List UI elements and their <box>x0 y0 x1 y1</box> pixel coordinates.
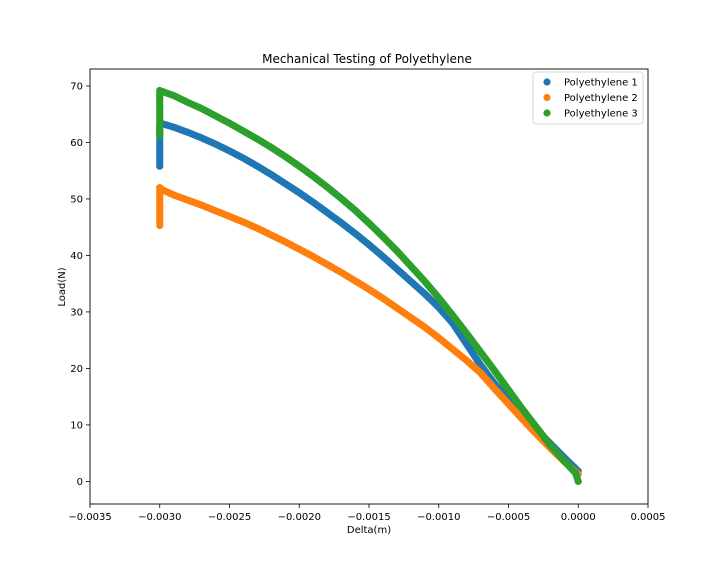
chart-title: Mechanical Testing of Polyethylene <box>262 52 472 66</box>
x-tick-label: −0.0020 <box>278 512 321 523</box>
data-point <box>156 162 164 170</box>
x-tick-label: −0.0030 <box>138 512 181 523</box>
y-tick-label: 60 <box>70 138 83 149</box>
legend-box <box>532 71 644 125</box>
legend: Polyethylene 1 Polyethylene 2 Polyethylene… <box>532 71 644 125</box>
y-tick-label: 10 <box>70 420 83 431</box>
x-tick-label: −0.0005 <box>487 512 530 523</box>
x-tick-label: −0.0035 <box>68 512 111 523</box>
legend-marker <box>543 78 551 86</box>
y-tick-label: 0 <box>77 477 83 488</box>
y-tick-label: 20 <box>70 364 83 375</box>
y-tick-label: 40 <box>70 251 83 262</box>
x-tick-label: 0.0000 <box>561 512 596 523</box>
y-tick-label: 70 <box>70 81 83 92</box>
data-point <box>156 132 164 140</box>
x-tick-label: −0.0015 <box>347 512 390 523</box>
y-axis-label: Load(N) <box>57 267 68 306</box>
y-tick-label: 50 <box>70 194 83 205</box>
x-tick-label: −0.0025 <box>208 512 251 523</box>
x-axis-label: Delta(m) <box>347 525 391 536</box>
y-axis: 0 10 20 30 40 50 60 70 <box>70 81 90 488</box>
legend-marker <box>543 93 551 102</box>
legend-label: Polyethylene 3 <box>564 109 638 120</box>
data-point <box>156 221 164 230</box>
x-tick-label: 0.0005 <box>631 512 666 523</box>
legend-label: Polyethylene 1 <box>564 78 638 89</box>
data-points-layer <box>156 86 582 485</box>
x-axis: −0.0035 −0.0030 −0.0025 −0.0020 −0.0015 −0.00… <box>68 504 666 523</box>
legend-label: Polyethylene 2 <box>564 93 638 104</box>
series-3-points <box>156 86 582 485</box>
legend-marker <box>543 109 551 117</box>
x-tick-label: −0.0010 <box>417 512 460 523</box>
y-tick-label: 30 <box>70 307 83 318</box>
